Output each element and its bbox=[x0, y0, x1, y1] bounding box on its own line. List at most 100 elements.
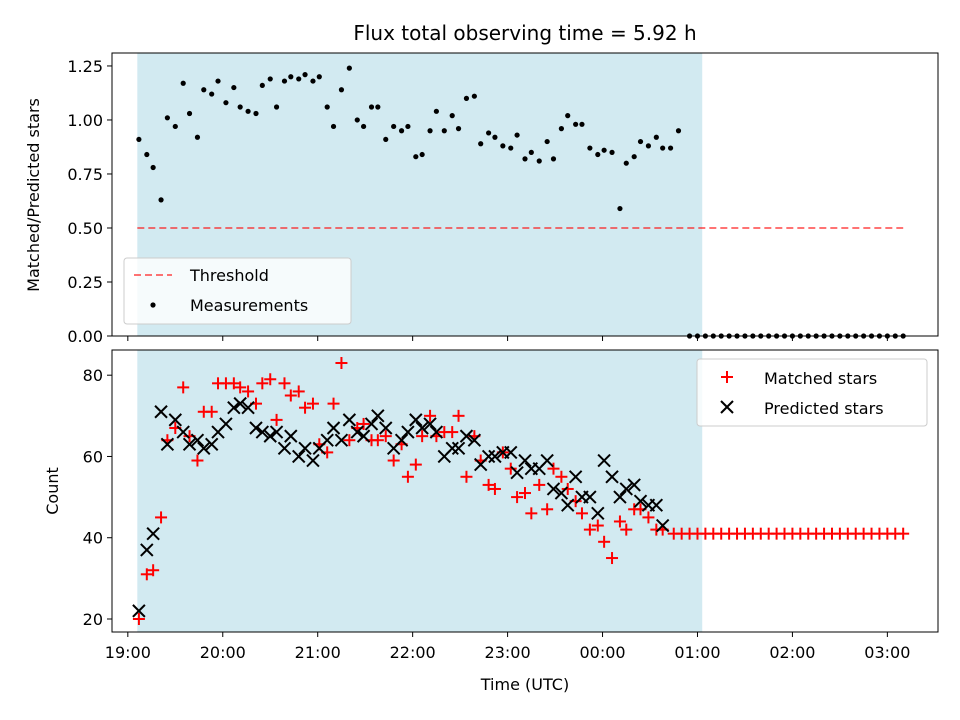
measurement-point bbox=[558, 126, 564, 132]
predicted-star-point bbox=[334, 433, 349, 447]
predicted-star-point bbox=[561, 498, 575, 512]
bottom-y-tick-label: 80 bbox=[83, 366, 103, 385]
matched-star-point bbox=[264, 373, 277, 386]
measurement-point bbox=[259, 82, 265, 89]
predicted-star-point bbox=[190, 433, 205, 447]
measurement-point bbox=[617, 205, 623, 212]
matched-star-point bbox=[409, 458, 422, 471]
matched-star-point bbox=[371, 434, 384, 447]
predicted-star-point bbox=[269, 425, 284, 439]
matched-star-point bbox=[519, 487, 531, 500]
measurement-point bbox=[375, 104, 381, 110]
bottom-y-tick-label: 40 bbox=[83, 529, 103, 548]
matched-star-point bbox=[620, 523, 633, 536]
bottom-observing-window bbox=[137, 350, 703, 632]
measurement-point bbox=[433, 108, 439, 114]
measurement-point bbox=[391, 123, 397, 130]
top-y-axis-label: Matched/Predicted stars bbox=[24, 98, 43, 292]
matched-star-point bbox=[606, 552, 619, 565]
legend-measurements-label: Measurements bbox=[190, 296, 308, 315]
measurement-point bbox=[631, 154, 637, 160]
matched-star-point bbox=[292, 385, 305, 398]
top-y-tick-label: 0.50 bbox=[67, 219, 103, 238]
matched-star-point bbox=[583, 523, 596, 536]
predicted-star-point bbox=[197, 441, 211, 456]
matched-star-point bbox=[343, 434, 356, 447]
predicted-star-point bbox=[655, 518, 670, 533]
predicted-star-point bbox=[219, 417, 233, 431]
measurement-point bbox=[579, 121, 585, 127]
measurement-point bbox=[419, 151, 425, 158]
measurement-point bbox=[645, 143, 652, 149]
predicted-star-point bbox=[488, 449, 502, 464]
predicted-star-point bbox=[401, 425, 415, 439]
measurement-point bbox=[637, 138, 644, 145]
measurement-point bbox=[215, 78, 221, 84]
measurement-point bbox=[144, 151, 150, 158]
predicted-star-point bbox=[423, 417, 437, 431]
matched-star-point bbox=[488, 482, 501, 495]
matched-star-point bbox=[541, 503, 554, 516]
predicted-star-point bbox=[356, 429, 371, 443]
measurement-point bbox=[201, 87, 207, 93]
measurement-point bbox=[316, 74, 322, 80]
measurement-point bbox=[245, 108, 251, 114]
matched-star-point bbox=[598, 535, 611, 548]
bottom-legend-box bbox=[696, 358, 928, 427]
measurement-point bbox=[427, 128, 433, 134]
predicted-star-point bbox=[459, 429, 474, 443]
matched-star-point bbox=[270, 413, 283, 426]
measurement-point bbox=[660, 145, 666, 151]
matched-star-point bbox=[256, 377, 269, 390]
predicted-star-point bbox=[227, 400, 241, 415]
matched-star-point bbox=[613, 515, 626, 528]
predicted-star-point bbox=[146, 526, 160, 541]
matched-star-point bbox=[234, 381, 247, 394]
bottom-x-tick-label: 20:00 bbox=[200, 643, 246, 662]
measurement-point bbox=[573, 121, 579, 127]
matched-star-point bbox=[306, 397, 319, 410]
predicted-star-point bbox=[540, 453, 554, 468]
measurement-point bbox=[623, 160, 629, 166]
legend-matched-label: Matched stars bbox=[764, 369, 877, 388]
bottom-x-tick-label: 21:00 bbox=[295, 643, 341, 662]
matched-star-point bbox=[147, 564, 160, 577]
matched-star-point bbox=[327, 397, 340, 410]
matched-star-point bbox=[424, 409, 437, 422]
predicted-star-point bbox=[320, 433, 334, 447]
predicted-star-point bbox=[583, 490, 597, 504]
matched-star-point bbox=[460, 470, 473, 483]
predicted-star-point bbox=[176, 425, 190, 439]
bottom-y-ticks: 20 40 60 80 bbox=[83, 366, 112, 629]
predicted-star-point bbox=[619, 482, 633, 496]
predicted-star-point bbox=[627, 478, 641, 492]
top-legend: Threshold Measurements bbox=[123, 257, 352, 325]
matched-star-point bbox=[452, 409, 465, 422]
predicted-star-point bbox=[649, 498, 664, 512]
matched-star-point bbox=[357, 417, 370, 430]
predicted-star-point bbox=[481, 449, 496, 464]
measurement-point bbox=[354, 117, 360, 123]
predicted-star-point bbox=[409, 413, 423, 427]
measurement-point bbox=[595, 151, 601, 158]
bottom-x-tick-label: 02:00 bbox=[769, 643, 815, 662]
predicted-star-point bbox=[546, 482, 561, 496]
predicted-star-point bbox=[154, 405, 168, 419]
measurement-point bbox=[288, 74, 294, 80]
predicted-star-point bbox=[597, 453, 611, 468]
matched-star-point bbox=[642, 511, 655, 524]
measurement-point bbox=[338, 87, 345, 93]
matched-star-point bbox=[591, 519, 604, 532]
legend-predicted-swatch bbox=[720, 400, 734, 414]
measurement-point bbox=[667, 145, 674, 151]
matched-star-point bbox=[511, 491, 524, 504]
predicted-star-point bbox=[160, 437, 175, 451]
predicted-star-point bbox=[415, 421, 429, 435]
matched-star-point bbox=[446, 426, 459, 439]
measurement-point bbox=[500, 143, 506, 149]
predicted-star-point bbox=[504, 445, 518, 460]
measurement-point bbox=[180, 80, 186, 86]
predicted-star-point bbox=[298, 441, 312, 456]
top-legend-box bbox=[123, 257, 352, 325]
matched-star-point bbox=[561, 482, 574, 495]
